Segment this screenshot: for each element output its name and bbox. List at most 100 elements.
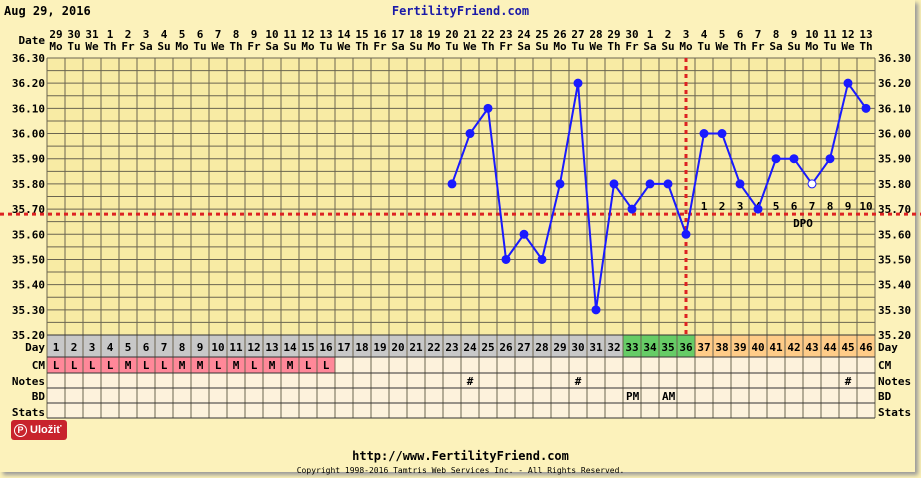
day-number: 6 <box>143 341 150 354</box>
y-tick-right: 36.20 <box>878 77 911 90</box>
day-cell <box>803 335 821 357</box>
weekday-label: Sa <box>517 40 530 53</box>
cm-cell <box>263 357 281 373</box>
date-label: 4 <box>701 28 708 41</box>
date-label: 11 <box>283 28 297 41</box>
day-cell <box>713 335 731 357</box>
cm-value: M <box>233 359 240 372</box>
bd-marker: PM <box>626 390 640 403</box>
cm-value: L <box>161 359 168 372</box>
day-number: 32 <box>607 341 620 354</box>
row-label-right-cm: CM <box>878 359 892 372</box>
cm-value: M <box>269 359 276 372</box>
day-number: 4 <box>107 341 114 354</box>
day-cell <box>695 335 713 357</box>
weekday-label: Fr <box>751 40 765 53</box>
date-label: 31 <box>85 28 99 41</box>
day-number: 35 <box>661 341 674 354</box>
temperature-point <box>789 154 799 164</box>
weekday-label: We <box>337 40 351 53</box>
cm-value: L <box>107 359 114 372</box>
day-number: 43 <box>805 341 818 354</box>
weekday-label: Fr <box>373 40 387 53</box>
cm-value: L <box>53 359 60 372</box>
day-number: 13 <box>265 341 278 354</box>
weekday-label: Sa <box>769 40 782 53</box>
weekday-label: Su <box>787 40 800 53</box>
day-cell <box>461 335 479 357</box>
day-cell <box>65 335 83 357</box>
day-cell <box>389 335 407 357</box>
cm-value: L <box>305 359 312 372</box>
cm-cell <box>83 357 101 373</box>
cm-cell <box>245 357 263 373</box>
row-label-day: Day <box>25 341 45 354</box>
temperature-point <box>753 204 763 214</box>
day-number: 40 <box>751 341 764 354</box>
temperature-point <box>717 129 727 139</box>
day-cell <box>623 335 641 357</box>
day-number: 9 <box>197 341 204 354</box>
site-title[interactable]: FertilityFriend.com <box>391 4 530 18</box>
cm-cell <box>227 357 245 373</box>
weekday-label: Tu <box>823 40 836 53</box>
date-label: 15 <box>355 28 368 41</box>
pinterest-icon: P <box>14 423 27 437</box>
y-tick-left: 36.20 <box>12 77 45 90</box>
weekday-label: Tu <box>445 40 458 53</box>
temperature-point <box>843 78 853 88</box>
weekday-label: Mo <box>679 40 693 53</box>
weekday-label: Mo <box>301 40 315 53</box>
temperature-point-open <box>807 179 817 189</box>
date-label: 25 <box>535 28 548 41</box>
pinterest-save-button[interactable]: P Uložiť <box>11 420 67 440</box>
day-cell <box>227 335 245 357</box>
temperature-point <box>501 254 511 264</box>
weekday-label: Su <box>283 40 296 53</box>
cm-cell <box>155 357 173 373</box>
temperature-point <box>519 229 529 239</box>
row-label-right-stats: Stats <box>878 406 911 419</box>
date-label: 2 <box>665 28 672 41</box>
day-number: 18 <box>355 341 368 354</box>
day-number: 8 <box>179 341 186 354</box>
day-number: 26 <box>499 341 513 354</box>
date-label: 17 <box>391 28 404 41</box>
y-tick-right: 35.80 <box>878 178 911 191</box>
date-label: 26 <box>553 28 567 41</box>
day-cell <box>785 335 803 357</box>
temperature-point <box>591 305 601 315</box>
weekday-label: Tu <box>193 40 206 53</box>
date-label: 22 <box>481 28 494 41</box>
cm-value: M <box>179 359 186 372</box>
cm-cell <box>101 357 119 373</box>
cm-cell <box>137 357 155 373</box>
date-label: 10 <box>265 28 278 41</box>
y-tick-right: 35.90 <box>878 153 911 166</box>
day-cell <box>821 335 839 357</box>
dpo-number: 3 <box>737 200 744 213</box>
dpo-number: 10 <box>859 200 872 213</box>
day-cell <box>749 335 767 357</box>
date-label: 19 <box>427 28 440 41</box>
y-tick-left: 35.30 <box>12 304 45 317</box>
date-label: 10 <box>805 28 818 41</box>
date-label: 30 <box>625 28 638 41</box>
row-label-right-day: Day <box>878 341 898 354</box>
cm-cell <box>65 357 83 373</box>
footer-url[interactable]: http://www.FertilityFriend.com <box>352 449 569 463</box>
date-label: 30 <box>67 28 80 41</box>
day-cell <box>479 335 497 357</box>
day-number: 12 <box>247 341 260 354</box>
temperature-point <box>681 229 691 239</box>
day-number: 33 <box>625 341 638 354</box>
pin-label: Uložiť <box>30 424 62 436</box>
day-cell <box>443 335 461 357</box>
y-tick-left: 35.90 <box>12 153 45 166</box>
day-cell <box>245 335 263 357</box>
temperature-point <box>609 179 619 189</box>
day-cell <box>173 335 191 357</box>
y-tick-right: 35.40 <box>878 279 911 292</box>
day-cell <box>335 335 353 357</box>
temperature-point <box>861 103 871 113</box>
